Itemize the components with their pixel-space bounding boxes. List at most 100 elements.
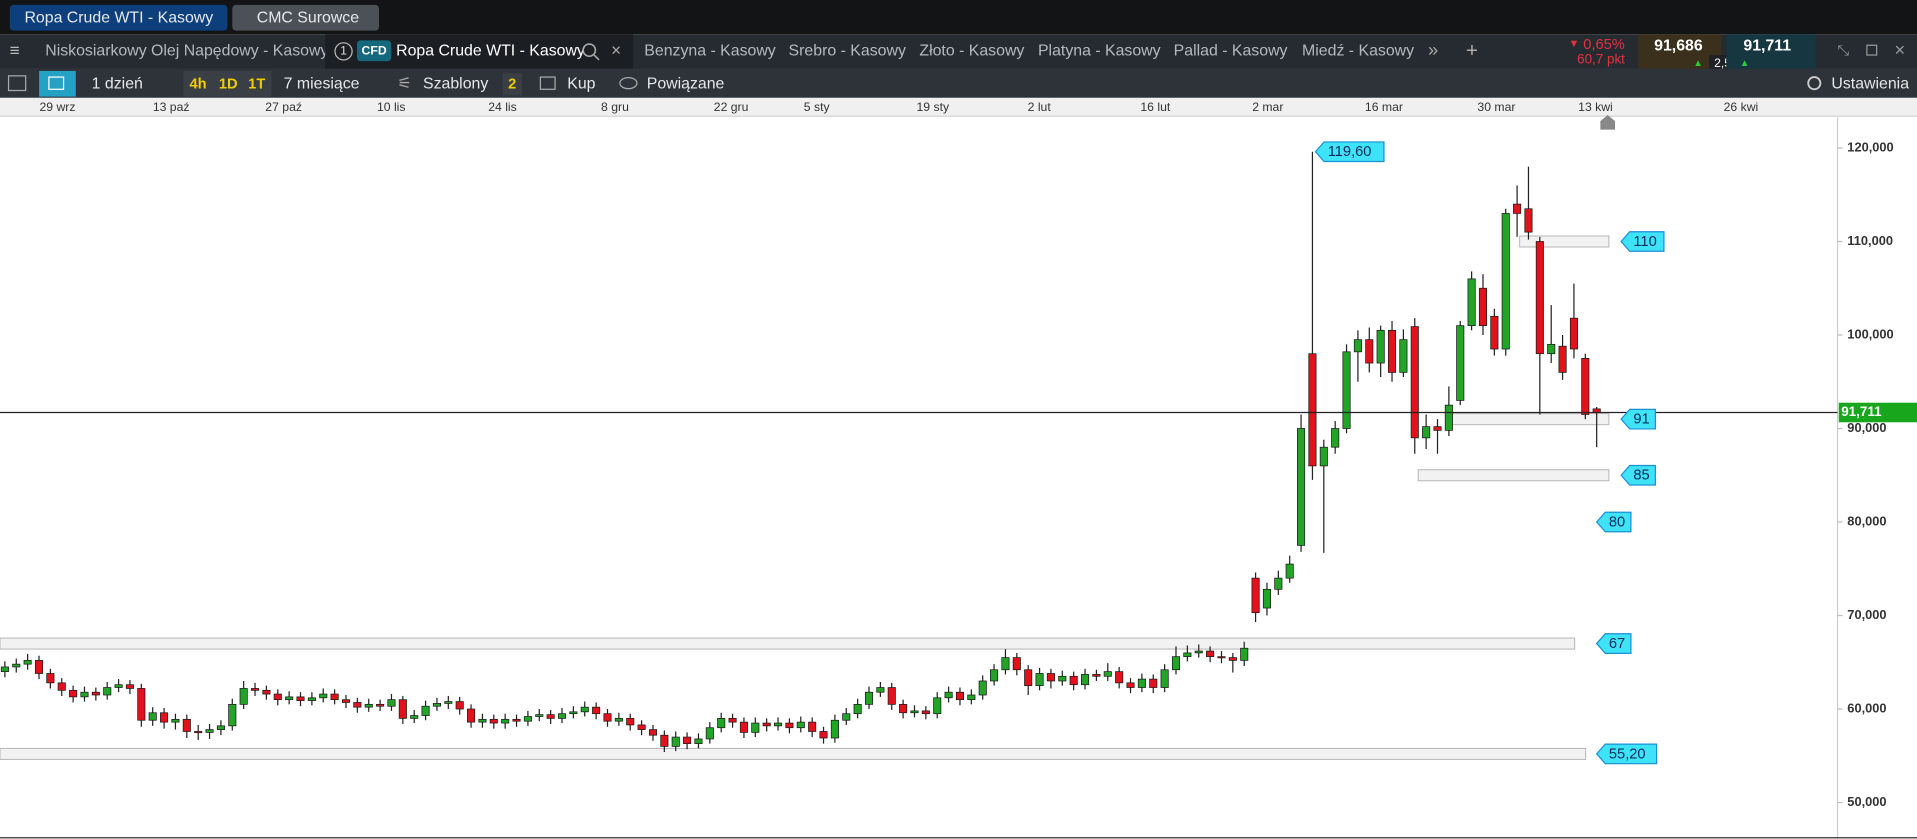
buy-button[interactable]: Kup xyxy=(567,76,595,93)
window-tab[interactable] xyxy=(232,4,379,31)
change-arrow: ▼ xyxy=(1569,38,1580,50)
candle-body xyxy=(239,688,248,705)
instrument-tab[interactable]: Benzyna - Kasowy xyxy=(644,43,776,60)
chart-type-button[interactable] xyxy=(39,70,76,97)
y-tick-label: 80,000 xyxy=(1847,513,1886,528)
candle-body xyxy=(296,696,305,701)
candle-body xyxy=(819,731,828,739)
quick-interval[interactable]: 4h xyxy=(189,76,206,92)
sell-arrow: ▲ xyxy=(1693,58,1703,69)
y-tick-label: 120,000 xyxy=(1847,139,1893,154)
candle-body xyxy=(569,711,578,715)
candle-body xyxy=(398,699,407,719)
more-tabs[interactable]: » xyxy=(1428,39,1438,60)
templates-icon[interactable]: ⚟ xyxy=(397,76,411,93)
search-icon[interactable] xyxy=(593,54,600,61)
instrument-tab[interactable]: Miedź - Kasowy xyxy=(1302,43,1414,60)
related[interactable]: Powiązane xyxy=(647,76,725,93)
menu-icon[interactable]: ≡ xyxy=(10,41,20,60)
settings[interactable]: Ustawienia xyxy=(1831,76,1909,93)
instrument-tab[interactable]: Złoto - Kasowy xyxy=(919,43,1024,60)
instrument-tab[interactable]: Pallad - Kasowy xyxy=(1174,43,1288,60)
popout-icon[interactable] xyxy=(1866,44,1878,56)
instrument-tab[interactable]: Platyna - Kasowy xyxy=(1038,43,1161,60)
chart-type-icon xyxy=(48,76,65,90)
candle-body xyxy=(728,718,737,723)
buy-arrow: ▲ xyxy=(1740,58,1750,69)
settings-icon[interactable] xyxy=(1807,76,1822,91)
candle-body xyxy=(648,729,658,736)
interval[interactable]: 1 dzień xyxy=(92,76,143,93)
date-label: 2 mar xyxy=(1252,100,1283,114)
window-tab-label[interactable]: Ropa Crude WTI - Kasowy xyxy=(24,10,213,27)
candle-body xyxy=(762,722,771,727)
candle-body xyxy=(705,727,714,740)
active-tab-label[interactable]: Ropa Crude WTI - Kasowy xyxy=(396,43,585,60)
window-tab-label[interactable]: CMC Surowce xyxy=(257,10,359,27)
templates[interactable]: Szablony xyxy=(423,76,488,93)
candle-body xyxy=(626,718,635,726)
date-label: 8 gru xyxy=(601,100,629,114)
candle-body xyxy=(1069,675,1078,686)
candle-body xyxy=(205,729,214,733)
level-marker xyxy=(1595,511,1632,533)
candle-body xyxy=(887,687,896,705)
candle-body xyxy=(921,710,930,715)
candle-body xyxy=(671,736,680,747)
candle-body xyxy=(1433,426,1442,431)
quick-interval[interactable]: 1T xyxy=(248,76,265,92)
buy-price[interactable]: 91,711 xyxy=(1743,38,1791,55)
cfd-badge xyxy=(356,40,392,62)
date-label: 22 gru xyxy=(714,100,749,114)
candle-body xyxy=(1081,674,1090,686)
instrument-tab[interactable]: Srebro - Kasowy xyxy=(789,43,906,60)
scroll-home[interactable] xyxy=(1600,114,1616,130)
close-window[interactable]: × xyxy=(1895,39,1906,60)
candle-body xyxy=(1297,428,1306,546)
candle-body xyxy=(250,688,260,691)
candle-body xyxy=(557,713,567,719)
y-tick-label: 110,000 xyxy=(1847,233,1893,248)
search-icon[interactable] xyxy=(582,43,597,58)
candle-body xyxy=(796,721,805,729)
window-tab[interactable] xyxy=(9,4,228,31)
candle-body xyxy=(1376,329,1385,364)
date-axis xyxy=(0,97,1917,117)
candle-body xyxy=(1444,404,1453,431)
eye-icon[interactable] xyxy=(619,77,638,90)
level-label: 85 xyxy=(1633,468,1649,484)
cfd-badge-text: CFD xyxy=(362,44,387,58)
shrink-icon[interactable]: ⤡ xyxy=(1838,43,1850,59)
zone xyxy=(1519,235,1610,248)
sell-price[interactable]: 91,686 xyxy=(1654,38,1703,55)
zone xyxy=(0,747,1587,760)
candle-body xyxy=(842,713,851,721)
change-percent: 0,65% xyxy=(1583,37,1625,53)
candle-body xyxy=(262,689,271,695)
buy-icon[interactable] xyxy=(539,76,556,90)
range[interactable]: 7 miesiące xyxy=(284,76,360,93)
candle-body xyxy=(12,663,21,668)
candle-body xyxy=(23,660,32,665)
layout-icon[interactable] xyxy=(7,75,27,92)
candle-body xyxy=(774,722,783,727)
candle-body xyxy=(1012,657,1021,671)
candle-body xyxy=(1035,673,1044,687)
candle-body xyxy=(1171,656,1181,671)
candle-body xyxy=(1387,329,1397,373)
close-icon[interactable]: × xyxy=(611,41,621,60)
add-tab[interactable]: + xyxy=(1466,39,1478,62)
buy-box[interactable] xyxy=(1726,34,1816,69)
date-label: 13 paź xyxy=(153,100,190,114)
candle-body xyxy=(683,736,692,744)
tab-number: 1 xyxy=(340,44,347,58)
candle-body xyxy=(1183,652,1192,658)
instrument-tab[interactable]: Niskosiarkowy Olej Napędowy - Kasowy xyxy=(45,43,328,60)
level-marker xyxy=(1595,633,1632,654)
candle-body xyxy=(910,710,919,714)
quick-interval[interactable]: 1D xyxy=(219,76,238,92)
candle-body xyxy=(1024,669,1033,687)
sell-box[interactable] xyxy=(1638,34,1722,69)
